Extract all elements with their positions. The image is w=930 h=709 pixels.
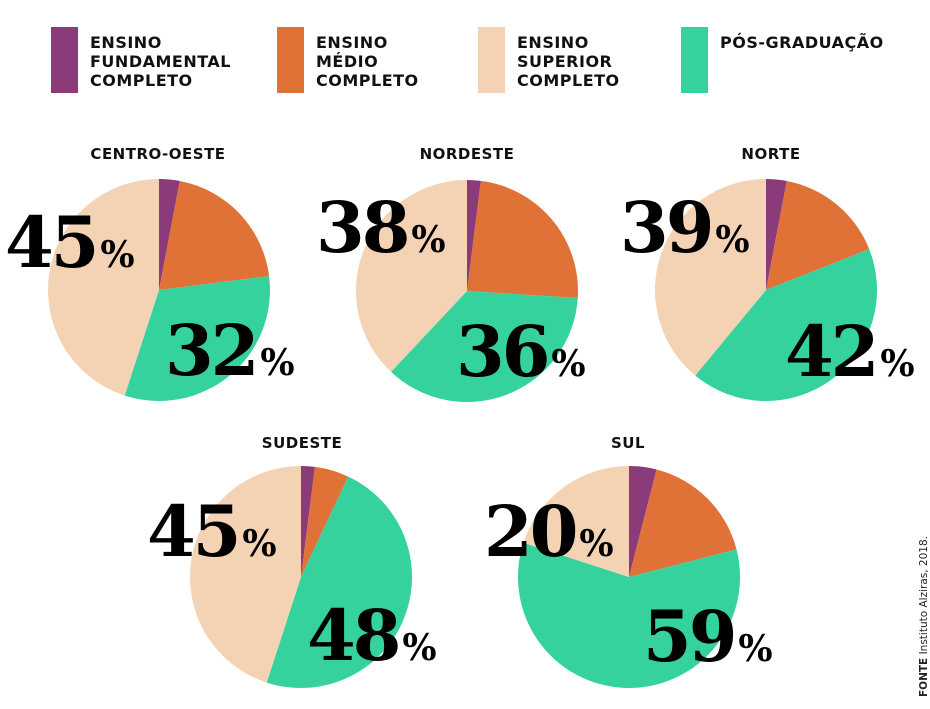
- pct-label-centro-oeste-superior: 45%: [5, 201, 135, 284]
- legend-item-pos: PÓS-GRADUAÇÃO: [681, 27, 884, 93]
- pie-slice-fundamental: [766, 179, 787, 290]
- source-text: Instituto Alziras, 2018.: [918, 536, 930, 658]
- pct-label-centro-oeste-pos: 32%: [165, 309, 295, 392]
- legend-label-medio: ENSINO MÉDIO COMPLETO: [316, 33, 419, 90]
- pie-slice-fundamental: [629, 466, 657, 577]
- pie-slice-superior: [523, 466, 629, 577]
- pie-slice-pos: [124, 276, 270, 401]
- pie-slice-pos: [695, 249, 878, 402]
- legend-item-fundamental: ENSINO FUNDAMENTAL COMPLETO: [51, 27, 231, 93]
- pct-label-sul-pos: 59%: [643, 595, 773, 678]
- source-note: FONTE Instituto Alziras, 2018.: [918, 536, 930, 697]
- pie-slice-pos: [518, 542, 740, 689]
- pct-label-sul-superior: 20%: [484, 490, 614, 573]
- pie-slice-superior: [190, 466, 301, 683]
- region-title-nordeste: NORDESTE: [419, 145, 515, 163]
- pct-label-sudeste-pos: 48%: [307, 594, 437, 677]
- pie-slice-fundamental: [467, 180, 481, 291]
- pct-label-norte-superior: 39%: [620, 186, 750, 269]
- legend-label-superior: ENSINO SUPERIOR COMPLETO: [517, 33, 620, 90]
- legend-item-superior: ENSINO SUPERIOR COMPLETO: [478, 27, 620, 93]
- pie-slice-medio: [467, 180, 578, 298]
- region-title-centro-oeste: CENTRO-OESTE: [90, 145, 226, 163]
- pie-slice-fundamental: [159, 179, 180, 290]
- pie-slice-medio: [301, 466, 349, 577]
- legend-swatch-superior: [478, 27, 505, 93]
- region-title-sudeste: SUDESTE: [261, 434, 343, 452]
- legend-label-pos: PÓS-GRADUAÇÃO: [720, 33, 884, 52]
- region-title-norte: NORTE: [741, 145, 801, 163]
- pct-label-sudeste-superior: 45%: [147, 490, 277, 573]
- pie-slice-medio: [629, 469, 737, 577]
- pie-slice-fundamental: [301, 466, 315, 577]
- legend-label-fundamental: ENSINO FUNDAMENTAL COMPLETO: [90, 33, 231, 90]
- legend-swatch-medio: [277, 27, 304, 93]
- legend-swatch-pos: [681, 27, 708, 93]
- pie-slice-superior: [654, 179, 766, 376]
- pie-slice-medio: [766, 180, 870, 290]
- source-label: FONTE: [918, 657, 930, 697]
- pie-slice-superior: [355, 180, 467, 372]
- pie-slice-pos: [266, 476, 412, 688]
- pct-label-norte-pos: 42%: [785, 310, 915, 393]
- pct-label-nordeste-superior: 38%: [316, 186, 446, 269]
- pie-slice-medio: [159, 180, 270, 290]
- region-title-sul: SUL: [610, 434, 646, 452]
- pct-label-nordeste-pos: 36%: [456, 310, 586, 393]
- pie-slice-pos: [391, 291, 578, 402]
- legend-swatch-fundamental: [51, 27, 78, 93]
- pie-slice-superior: [47, 179, 159, 396]
- legend-item-medio: ENSINO MÉDIO COMPLETO: [277, 27, 419, 93]
